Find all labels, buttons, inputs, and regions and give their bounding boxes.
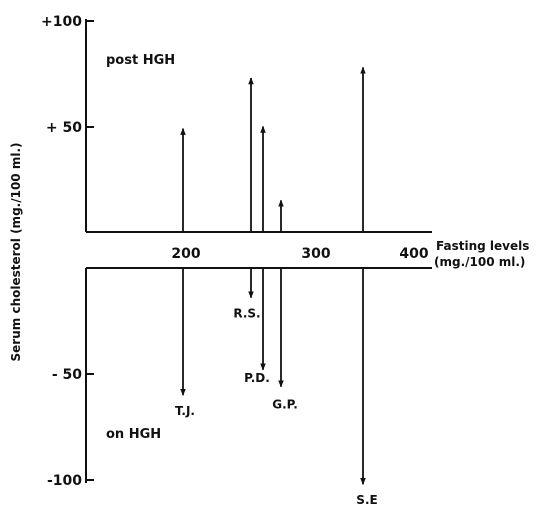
post-hgh-arrows	[180, 66, 366, 232]
subject-labels: T.J. R.S. P.D.G.P. S.E	[175, 307, 378, 508]
x-axis-title-line1: Fasting levels	[436, 239, 529, 253]
x-tick-label-300: 300	[301, 246, 330, 262]
y-axis-title: Serum cholesterol (mg./100 ml.)	[9, 143, 23, 362]
on-hgh-annotation: on HGH	[106, 427, 161, 442]
subject-label-2: P.D.	[244, 371, 270, 385]
y-tick-label-plus100: +100	[41, 14, 82, 30]
y-tick-label-minus50: - 50	[52, 367, 82, 383]
x-tick-label-200: 200	[171, 246, 200, 262]
subject-label-1: R.S.	[233, 307, 260, 321]
on-hgh-arrows	[180, 268, 366, 485]
y-tick-label-minus100: -100	[47, 473, 82, 489]
y-tick-label-plus50: + 50	[46, 120, 82, 136]
subject-label-4: S.E	[356, 493, 377, 507]
post-hgh-annotation: post HGH	[106, 53, 175, 68]
subject-label-0: T.J.	[175, 404, 195, 418]
x-tick-label-400: 400	[399, 246, 428, 262]
subject-label-3: G.P.	[272, 398, 298, 412]
x-axis-title-line2: (mg./100 ml.)	[434, 255, 525, 269]
